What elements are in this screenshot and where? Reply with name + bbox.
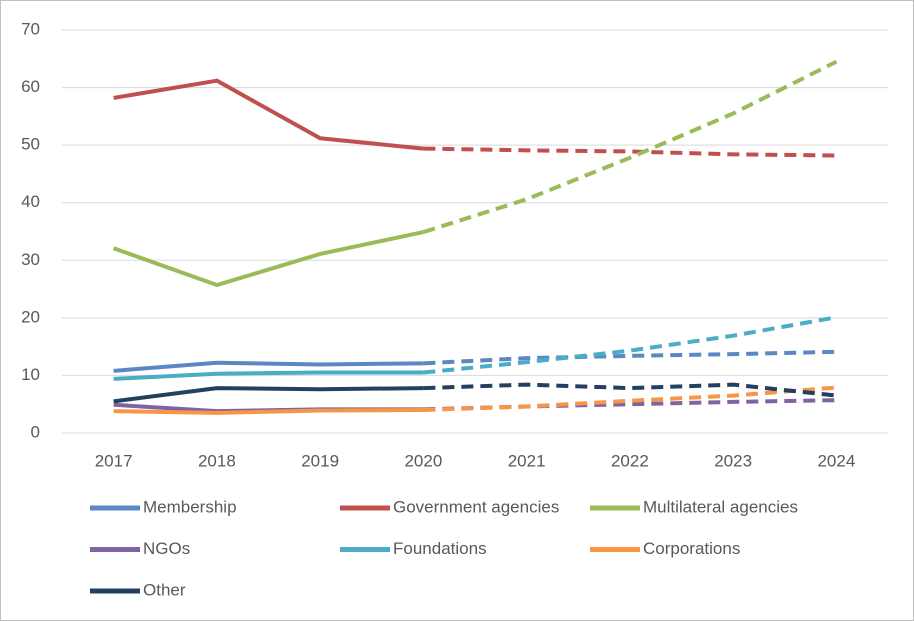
line-dashed — [423, 315, 837, 375]
x-tick-label: 2023 — [714, 451, 752, 470]
x-tick-label: 2024 — [817, 451, 855, 470]
line — [112, 230, 424, 288]
legend-label: Foundations — [393, 539, 487, 558]
x-tick-label: 2018 — [198, 451, 236, 470]
y-tick-label: 40 — [21, 192, 40, 211]
y-tick-label: 30 — [21, 250, 40, 269]
line-dashed — [423, 382, 837, 398]
legend-label: NGOs — [143, 539, 190, 558]
line-dashed — [423, 385, 837, 412]
legend-label: Other — [143, 580, 186, 599]
line — [113, 407, 424, 415]
y-tick-label: 60 — [21, 77, 40, 96]
y-tick-label: 70 — [21, 19, 40, 38]
legend-label: Multilateral agencies — [643, 497, 798, 516]
legend-label: Membership — [143, 497, 237, 516]
x-tick-label: 2017 — [95, 451, 133, 470]
x-tick-label: 2019 — [301, 451, 339, 470]
y-tick-label: 0 — [31, 422, 40, 441]
legend-label: Corporations — [643, 539, 740, 558]
y-tick-label: 20 — [21, 307, 40, 326]
x-tick-label: 2022 — [611, 451, 649, 470]
line-dashed — [423, 349, 837, 366]
line — [113, 370, 424, 381]
x-tick-label: 2021 — [508, 451, 546, 470]
line — [113, 386, 424, 404]
line-dashed — [422, 59, 838, 234]
y-tick-label: 10 — [21, 365, 40, 384]
y-tick-label: 50 — [21, 135, 40, 154]
line-dashed — [423, 146, 837, 158]
line — [113, 360, 424, 373]
legend-label: Government agencies — [393, 497, 559, 516]
x-tick-label: 2020 — [404, 451, 442, 470]
line — [113, 78, 424, 151]
